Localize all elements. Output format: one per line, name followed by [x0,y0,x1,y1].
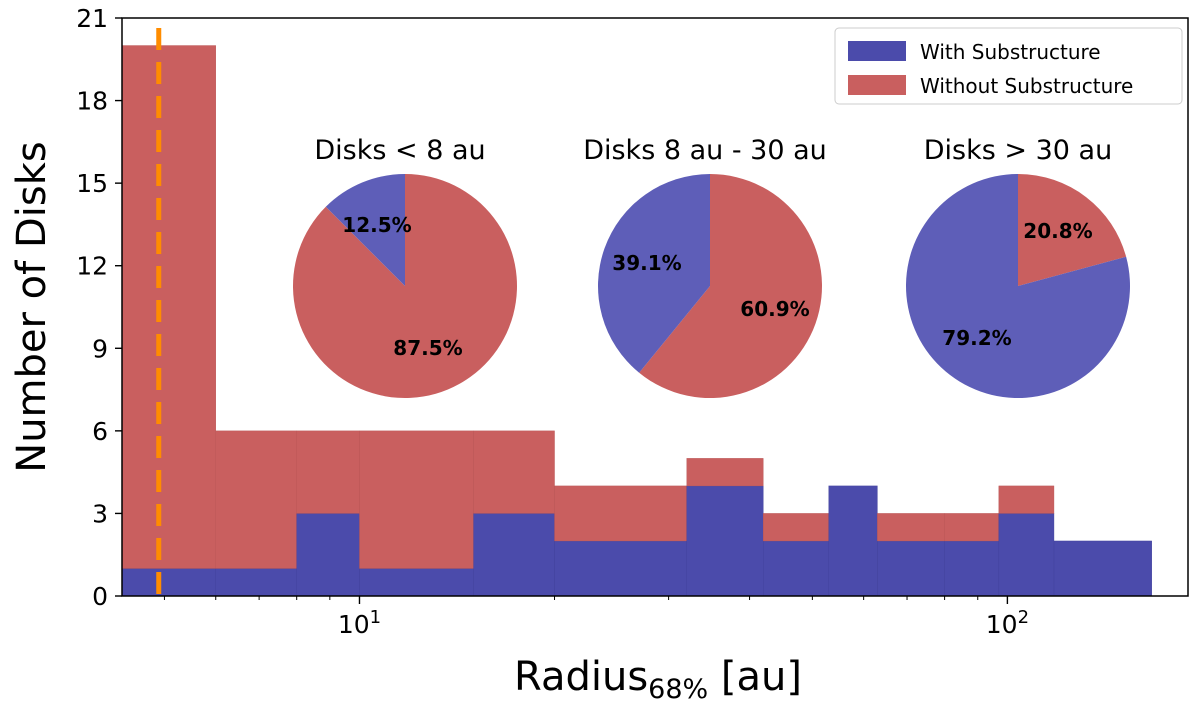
x-tick-label-0: 101 [338,607,381,639]
bar-with-substructure-3 [359,568,474,597]
legend-box [834,27,1183,105]
pie-title-large: Disks > 30 au [924,135,1112,166]
pie-title-small: Disks < 8 au [314,135,485,166]
pie-small-disks: Disks < 8 au 12.5% 87.5% [293,135,518,398]
y-tick-label-2: 6 [92,417,108,446]
bar-without-substructure-2 [296,430,360,514]
bar-with-substructure-0 [121,568,216,597]
pie-medium-disks: Disks 8 au - 30 au 39.1% 60.9% [583,135,827,398]
legend-swatch-with-substructure [848,41,906,61]
axes: 0 3 6 9 12 15 18 21 101 102 [76,4,1029,639]
pie-chart-large: 79.2% 20.8% [906,174,1131,399]
pie-large-disks: Disks > 30 au 79.2% 20.8% [906,135,1131,399]
pie-slice-with-substructure [598,174,710,373]
y-tick-label-3: 9 [92,334,108,363]
bar-without-substructure-4 [473,430,555,514]
pie-percent-label-with: 12.5% [342,213,411,237]
legend-label-with-substructure: With Substructure [920,40,1101,64]
bar-without-substructure-5 [554,485,687,542]
pie-percent-label-without: 87.5% [393,336,462,360]
bar-with-substructure-8 [828,485,878,597]
pie-chart-small: 12.5% 87.5% [293,174,518,398]
bar-without-substructure-11 [998,485,1055,514]
pie-percent-label-without: 20.8% [1023,219,1092,243]
x-tick-label-1: 102 [986,607,1029,639]
bar-without-substructure-1 [215,430,297,569]
y-tick-label-7: 21 [76,4,108,33]
bar-without-substructure-3 [359,430,474,569]
bar-with-substructure-7 [763,540,829,597]
y-tick-label-5: 15 [76,169,108,198]
bar-with-substructure-10 [944,540,1000,597]
y-axis-label: Number of Disks [9,141,55,472]
bar-with-substructure-12 [1053,540,1152,597]
pie-slice-with-substructure [325,174,405,286]
bar-with-substructure-5 [554,540,687,597]
pie-percent-label-without: 60.9% [740,297,809,321]
pie-slice-with-substructure [906,174,1131,399]
pie-slice-without-substructure [1018,174,1127,286]
pie-slice-without-substructure [639,174,822,398]
bar-with-substructure-4 [473,513,555,597]
bar-without-substructure-7 [763,513,829,542]
y-tick-label-1: 3 [92,499,108,528]
pie-percent-label-with: 79.2% [942,326,1011,350]
bar-without-substructure-0 [121,45,216,569]
bar-without-substructure-6 [686,458,764,487]
legend: With Substructure Without Substructure [834,27,1183,105]
legend-label-without-substructure: Without Substructure [920,74,1133,98]
bar-with-substructure-11 [998,513,1055,597]
y-tick-label-6: 18 [76,87,108,116]
histogram-bars [121,45,1152,597]
bar-without-substructure-9 [877,513,945,542]
pie-slice-without-substructure [293,174,518,398]
pie-percent-label-with: 39.1% [612,251,681,275]
pie-title-medium: Disks 8 au - 30 au [583,135,827,166]
bar-with-substructure-2 [296,513,360,597]
bar-with-substructure-1 [215,568,297,597]
x-axis-label: Radius68% [au] [514,654,802,702]
legend-swatch-without-substructure [848,75,906,95]
bar-without-substructure-10 [944,513,1000,542]
y-tick-label-4: 12 [76,252,108,281]
pie-chart-medium: 39.1% 60.9% [598,174,822,398]
bar-with-substructure-6 [686,485,764,597]
plot-frame [121,17,1189,597]
y-tick-label-0: 0 [92,582,108,611]
bar-with-substructure-9 [877,540,945,597]
